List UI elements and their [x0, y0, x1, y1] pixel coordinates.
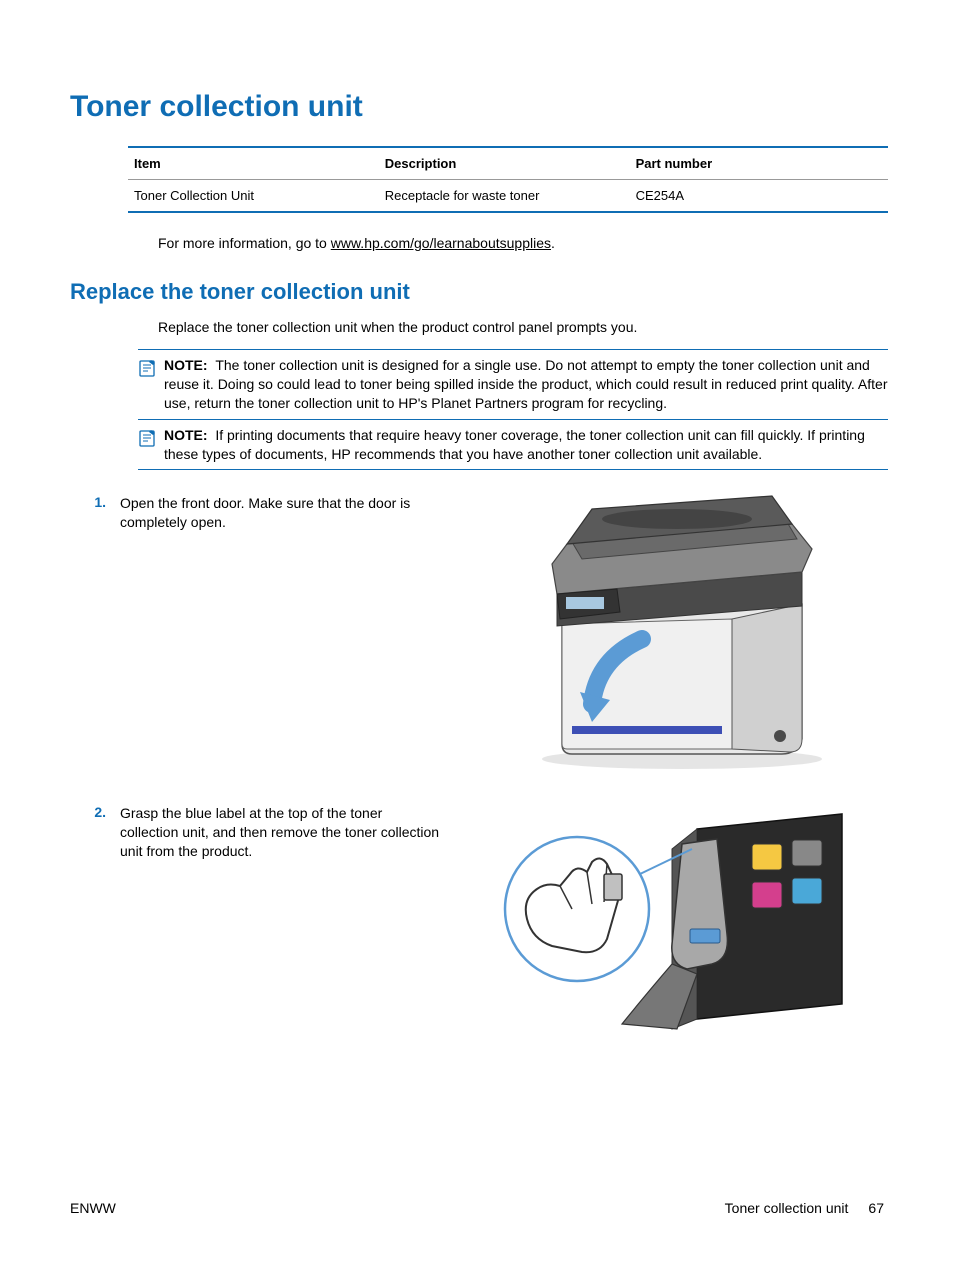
note-block: NOTE: The toner collection unit is desig… — [138, 349, 888, 420]
supplies-link[interactable]: www.hp.com/go/learnaboutsupplies — [331, 235, 551, 251]
steps-list: 1. Open the front door. Make sure that t… — [70, 494, 884, 1044]
printer-open-door-illustration — [502, 494, 842, 774]
parts-table: Item Description Part number Toner Colle… — [128, 146, 888, 213]
note-icon — [138, 428, 158, 453]
page-title: Toner collection unit — [70, 90, 884, 124]
printer-remove-unit-illustration — [492, 804, 852, 1044]
note-block: NOTE: If printing documents that require… — [138, 420, 888, 471]
page-content: Toner collection unit Item Description P… — [0, 0, 954, 1124]
info-line: For more information, go to www.hp.com/g… — [158, 235, 884, 251]
step-item: 2. Grasp the blue label at the top of th… — [70, 804, 884, 1044]
step-text: Grasp the blue label at the top of the t… — [120, 804, 460, 861]
step-number: 1. — [70, 494, 120, 510]
replace-intro: Replace the toner collection unit when t… — [158, 319, 884, 335]
step-item: 1. Open the front door. Make sure that t… — [70, 494, 884, 774]
footer-section-label: Toner collection unit — [725, 1200, 849, 1216]
footer-left: ENWW — [70, 1200, 116, 1216]
note-text: NOTE: The toner collection unit is desig… — [164, 356, 888, 413]
cell-partnumber: CE254A — [630, 180, 888, 213]
note-body: If printing documents that require heavy… — [164, 427, 865, 462]
subheading: Replace the toner collection unit — [70, 279, 884, 305]
step-figure — [460, 494, 884, 774]
info-text-pre: For more information, go to — [158, 235, 331, 251]
cell-description: Receptacle for waste toner — [379, 180, 630, 213]
cell-item: Toner Collection Unit — [128, 180, 379, 213]
note-icon — [138, 358, 158, 383]
table-header-item: Item — [128, 147, 379, 180]
note-body: The toner collection unit is designed fo… — [164, 357, 888, 411]
step-text: Open the front door. Make sure that the … — [120, 494, 460, 532]
note-label: NOTE: — [164, 427, 208, 443]
table-header-partnumber: Part number — [630, 147, 888, 180]
info-text-post: . — [551, 235, 555, 251]
step-figure — [460, 804, 884, 1044]
table-header-description: Description — [379, 147, 630, 180]
step-number: 2. — [70, 804, 120, 820]
note-text: NOTE: If printing documents that require… — [164, 426, 888, 464]
note-label: NOTE: — [164, 357, 208, 373]
table-row: Toner Collection Unit Receptacle for was… — [128, 180, 888, 213]
page-footer: ENWW Toner collection unit 67 — [70, 1200, 884, 1216]
footer-page-number: 67 — [868, 1200, 884, 1216]
